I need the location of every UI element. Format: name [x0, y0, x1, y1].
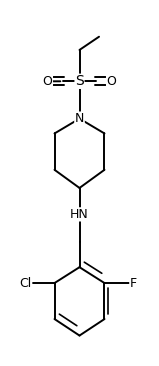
Text: S: S [75, 74, 84, 88]
Text: O: O [43, 75, 52, 88]
Text: Cl: Cl [20, 277, 32, 290]
Text: O: O [107, 75, 116, 88]
Text: N: N [75, 112, 84, 125]
Text: F: F [130, 277, 137, 290]
Text: HN: HN [70, 208, 89, 221]
